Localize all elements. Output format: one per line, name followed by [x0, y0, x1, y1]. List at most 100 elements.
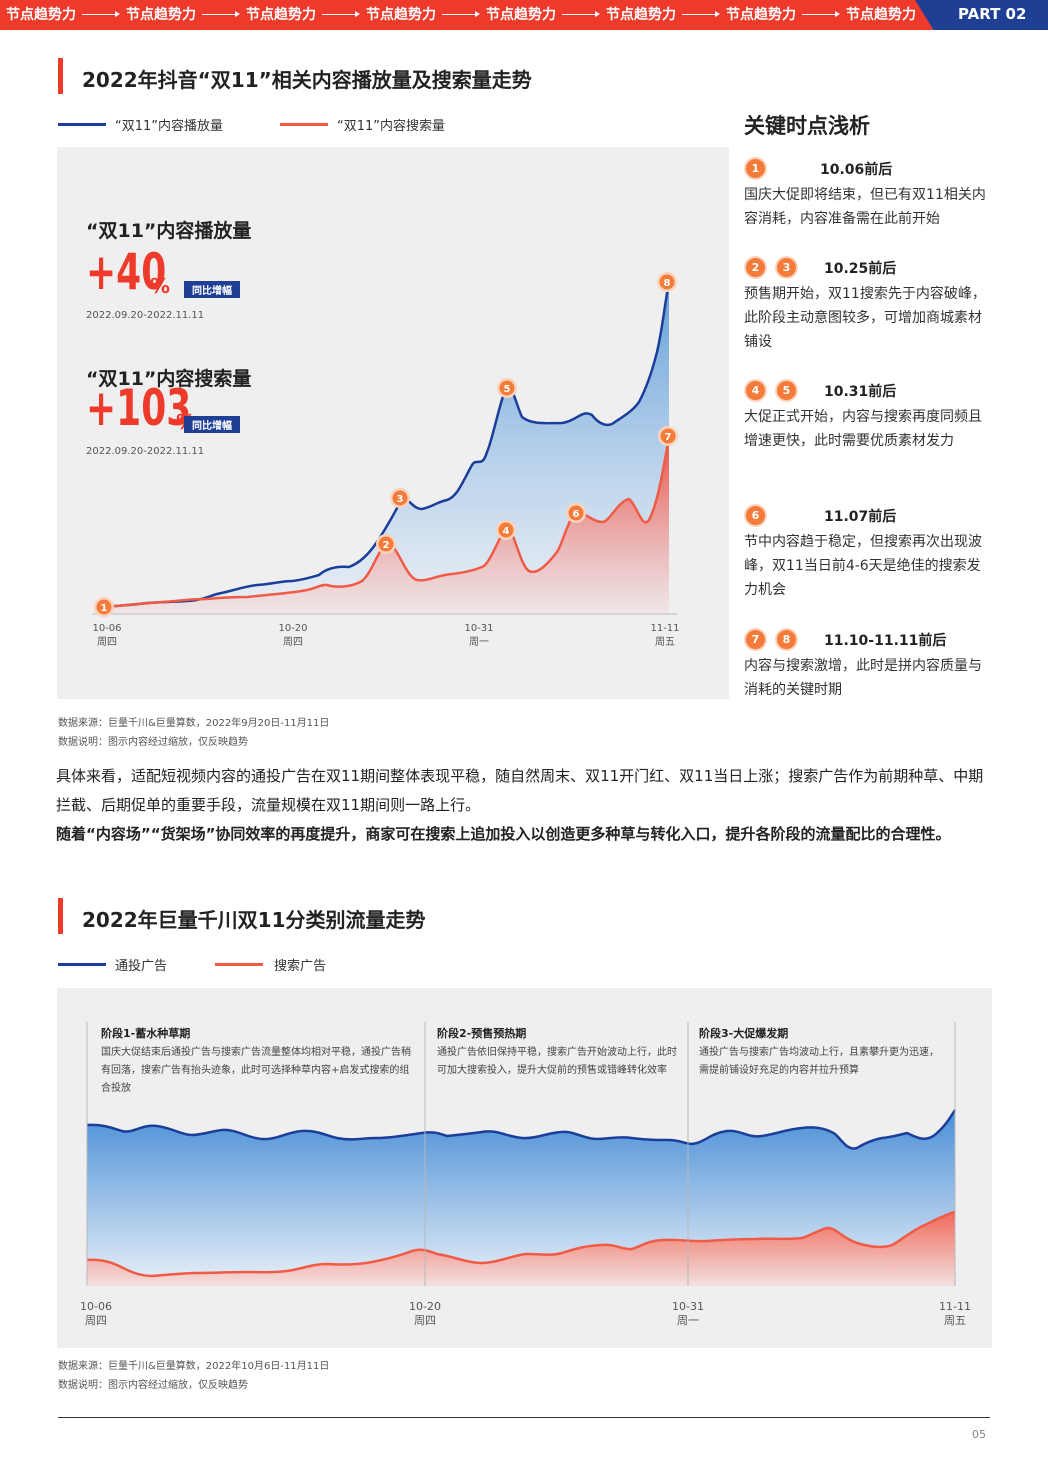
key-point-1: 1 10.06前后 国庆大促即将结束，但已有双11相关内容消耗，内容准备需在此前开…: [744, 157, 994, 231]
chart2-note: 数据说明：图示内容经过缩放，仅反映趋势: [58, 1380, 248, 1391]
svg-text:2: 2: [383, 540, 390, 551]
chart1-markers: 1 2 3 4 5 6 7 8: [94, 272, 678, 617]
kpi-search-badge: 同比增幅: [184, 416, 240, 433]
chart2-tick-4: 11-11 周五: [939, 1300, 971, 1327]
chart1-tick-3: 10-31 周一: [464, 623, 494, 648]
chart1-marker-3: 3: [390, 488, 410, 508]
banner-item-label: 节点趋势力: [6, 7, 76, 23]
chart2-general-line: [86, 1109, 957, 1150]
svg-text:8: 8: [664, 278, 671, 289]
banner-item-label: 节点趋势力: [126, 7, 196, 23]
kpi-play-label: “双11”内容播放量: [86, 220, 252, 242]
key-point-2: 2 3 10.25前后 预售期开始，双11搜索先于内容破峰，此阶段主动意图较多，可增…: [744, 256, 994, 354]
page-number: 05: [972, 1428, 986, 1441]
chart1-marker-2: 2: [376, 534, 396, 554]
key-point-2-text: 预售期开始，双11搜索先于内容破峰，此阶段主动意图较多，可增加商城素材铺设: [744, 286, 986, 350]
chart1-svg: 1 2 3 4 5 6 7 8: [92, 272, 678, 617]
chart1-marker-4: 4: [496, 520, 516, 540]
banner-items: 节点趋势力 节点趋势力 节点趋势力 节点趋势力 节点趋势力 节点趋势力 节点趋势力 节点趋势力: [6, 4, 916, 24]
key-point-2-time: 10.25前后: [824, 260, 897, 277]
stage-1-title: 阶段1-蓄水种草期: [101, 1027, 191, 1040]
legend-searchad-label: 搜索广告: [274, 959, 327, 974]
banner-item-label: 节点趋势力: [606, 7, 676, 23]
key-point-2-badge-b: 3: [775, 256, 798, 279]
kpi-play-percent: %: [150, 274, 171, 298]
svg-text:6: 6: [573, 509, 580, 520]
chart1-tick-2: 10-20 周四: [278, 623, 308, 648]
key-point-2-badge-a: 2: [744, 256, 767, 279]
section1-title: 2022年抖音“双11”相关内容播放量及搜索量走势: [82, 68, 532, 92]
legend-play-line: [58, 123, 106, 126]
banner-item-label: 节点趋势力: [366, 7, 436, 23]
top-banner: 节点趋势力 节点趋势力 节点趋势力 节点趋势力 节点趋势力 节点趋势力 节点趋势力 节点趋势力: [0, 0, 1048, 30]
section2-title: 2022年巨量千川双11分类别流量走势: [82, 908, 426, 932]
banner-arrow-icon: [562, 10, 600, 17]
legend-search-label: “双11”内容搜索量: [337, 119, 446, 134]
banner-item: 节点趋势力: [6, 4, 120, 24]
section1-title-bar: [58, 58, 63, 94]
chart1-tick-4: 11-11 周五: [650, 623, 680, 648]
key-point-1-text: 国庆大促即将结束，但已有双11相关内容消耗，内容准备需在此前开始: [744, 187, 986, 227]
banner-arrow-icon: [682, 10, 720, 17]
key-point-3-time: 10.31前后: [824, 383, 897, 400]
chart2-tick-1: 10-06 周四: [80, 1300, 112, 1327]
chart1-search-line: [103, 436, 671, 609]
stage-2-title: 阶段2-预售预热期: [437, 1027, 527, 1040]
chart1-marker-1: 1: [94, 597, 114, 617]
kpi-search-label: “双11”内容搜索量: [86, 368, 252, 390]
svg-text:7: 7: [665, 432, 672, 443]
legend-general-label: 通投广告: [115, 959, 168, 974]
chart1-play-area: [104, 282, 669, 613]
key-point-5-text: 内容与搜索激增，此时是拼内容质量与消耗的关键时期: [744, 658, 982, 698]
banner-arrow-icon: [442, 10, 480, 17]
chart1-note: 数据说明：图示内容经过缩放，仅反映趋势: [58, 737, 248, 748]
footer-rule: [58, 1417, 990, 1418]
legend-search-line: [280, 123, 328, 126]
chart1-marker-7: 7: [658, 426, 678, 446]
banner-item: 节点趋势力: [846, 4, 916, 24]
chart1-marker-5: 5: [497, 378, 517, 398]
key-point-5-badge-b: 8: [775, 628, 798, 651]
svg-text:1: 1: [101, 603, 108, 614]
chart2-search-line: [86, 1210, 956, 1278]
key-point-4-badge: 6: [744, 504, 767, 527]
stage-1: 阶段1-蓄水种草期 国庆大促结束后通投广告与搜索广告流量整体均相对平稳，通投广告…: [101, 1025, 419, 1098]
legend-searchad-line: [215, 963, 263, 966]
banner-arrow-icon: [322, 10, 360, 17]
chart2-svg: [86, 1022, 957, 1286]
key-point-4: 6 11.07前后 节中内容趋于稳定，但搜索再次出现波峰，双11当日前4-6天是绝…: [744, 504, 994, 602]
stage-3: 阶段3-大促爆发期 通投广告与搜索广告均波动上行，且素攀升更为迅速，需提前铺设好…: [699, 1025, 945, 1080]
chart1-tick-1: 10-06 周四: [92, 623, 122, 648]
kpi-play-row: +40 %: [86, 240, 170, 300]
banner-item: 节点趋势力: [606, 4, 720, 24]
key-point-4-time: 11.07前后: [824, 508, 897, 525]
chart2-tick-2: 10-20 周四: [409, 1300, 441, 1327]
chart2-source: 数据来源：巨量千川&巨量算数，2022年10月6日-11月11日: [58, 1361, 330, 1372]
svg-text:4: 4: [503, 526, 510, 537]
stage-1-text: 国庆大促结束后通投广告与搜索广告流量整体均相对平稳，通投广告稍有回落，搜索广告有…: [101, 1047, 411, 1094]
banner-arrow-icon: [802, 10, 840, 17]
legend-general-line: [58, 963, 106, 966]
chart2-tick-3: 10-31 周一: [672, 1300, 704, 1327]
part-tab: [915, 0, 1048, 30]
banner-item-label: 节点趋势力: [846, 7, 916, 23]
key-point-5: 7 8 11.10-11.11前后 内容与搜索激增，此时是拼内容质量与消耗的关键时期: [744, 628, 994, 702]
kpi-play-badge: 同比增幅: [184, 281, 240, 298]
chart1-search-area: [104, 437, 669, 613]
chart1-source: 数据来源：巨量千川&巨量算数，2022年9月20日-11月11日: [58, 718, 330, 729]
banner-item: 节点趋势力: [486, 4, 600, 24]
stage-3-title: 阶段3-大促爆发期: [699, 1027, 789, 1040]
banner-arrow-icon: [202, 10, 240, 17]
key-point-5-time: 11.10-11.11前后: [824, 632, 947, 649]
stage-2-text: 通投广告依旧保持平稳，搜索广告开始波动上行，此时可加大搜索投入，提升大促前的预售…: [437, 1047, 677, 1076]
svg-text:3: 3: [397, 494, 404, 505]
key-point-1-badge: 1: [744, 157, 767, 180]
chart1-marker-8: 8: [657, 272, 677, 292]
stage-2: 阶段2-预售预热期 通投广告依旧保持平稳，搜索广告开始波动上行，此时可加大搜索投…: [437, 1025, 683, 1080]
section2-title-bar: [58, 898, 63, 934]
stage-3-text: 通投广告与搜索广告均波动上行，且素攀升更为迅速，需提前铺设好充足的内容并拉升预算: [699, 1047, 939, 1076]
key-point-4-text: 节中内容趋于稳定，但搜索再次出现波峰，双11当日前4-6天是绝佳的搜索发力机会: [744, 534, 982, 598]
banner-item: 节点趋势力: [726, 4, 840, 24]
kpi-search-period: 2022.09.20-2022.11.11: [86, 446, 205, 457]
banner-item: 节点趋势力: [366, 4, 480, 24]
